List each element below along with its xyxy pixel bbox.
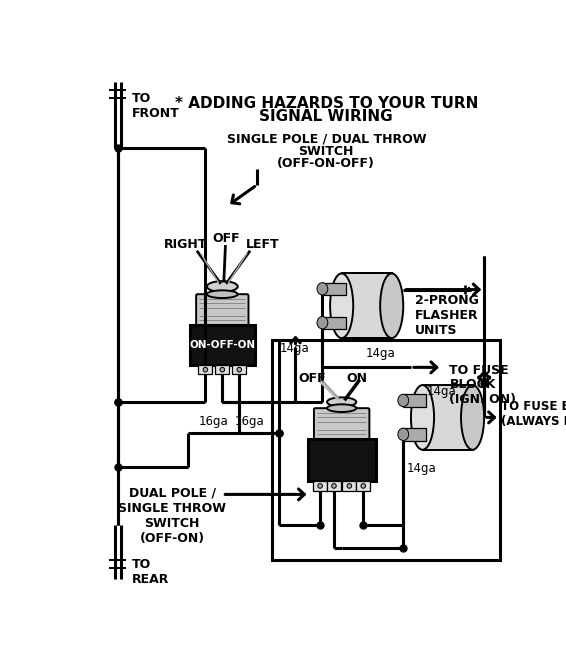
Text: (OFF-ON-OFF): (OFF-ON-OFF) [277, 157, 375, 170]
Text: 16ga: 16ga [198, 415, 228, 428]
Text: RIGHT: RIGHT [164, 238, 207, 251]
Ellipse shape [332, 483, 336, 488]
Bar [216, 365, 229, 374]
FancyBboxPatch shape [196, 294, 248, 327]
Text: 14ga: 14ga [365, 346, 395, 360]
Text: LEFT: LEFT [246, 238, 279, 251]
Text: 2-PRONG
FLASHER
UNITS: 2-PRONG FLASHER UNITS [415, 294, 479, 337]
Ellipse shape [237, 367, 242, 372]
Text: OFF: OFF [212, 233, 240, 245]
Bar [190, 325, 255, 365]
Bar [323, 283, 345, 295]
Ellipse shape [327, 398, 356, 407]
Ellipse shape [411, 385, 434, 450]
Ellipse shape [207, 281, 238, 292]
Text: TO
REAR: TO REAR [131, 558, 169, 586]
Ellipse shape [327, 404, 356, 412]
Text: TO
FRONT: TO FRONT [131, 92, 179, 121]
Ellipse shape [203, 367, 208, 372]
Text: OFF: OFF [299, 373, 326, 385]
Text: 14ga: 14ga [407, 462, 437, 475]
Bar [199, 365, 212, 374]
Bar [342, 481, 356, 491]
Ellipse shape [220, 367, 225, 372]
Text: SIGNAL WIRING: SIGNAL WIRING [259, 109, 393, 124]
Text: DUAL POLE /
SINGLE THROW
SWITCH
(OFF-ON): DUAL POLE / SINGLE THROW SWITCH (OFF-ON) [118, 487, 226, 545]
Ellipse shape [330, 273, 353, 338]
Ellipse shape [380, 273, 403, 338]
Ellipse shape [317, 316, 328, 329]
Bar [356, 481, 370, 491]
Bar [403, 428, 426, 441]
Bar [323, 316, 345, 329]
Text: 16ga: 16ga [234, 415, 264, 428]
Text: 14ga: 14ga [427, 385, 457, 398]
Text: ON-OFF-ON: ON-OFF-ON [189, 340, 255, 350]
Bar [327, 481, 341, 491]
Bar [272, 341, 500, 560]
Bar [232, 365, 246, 374]
Ellipse shape [207, 290, 238, 298]
Bar [422, 385, 473, 450]
Bar [342, 273, 392, 338]
Text: ON: ON [346, 373, 367, 385]
Text: TO FUSE BLOCK
(ALWAYS HOT): TO FUSE BLOCK (ALWAYS HOT) [501, 400, 566, 428]
FancyBboxPatch shape [314, 408, 370, 441]
Text: 14ga: 14ga [280, 342, 310, 354]
Ellipse shape [398, 428, 409, 441]
Ellipse shape [398, 394, 409, 407]
Text: SWITCH: SWITCH [299, 145, 354, 158]
Bar [313, 481, 327, 491]
Bar [308, 439, 376, 481]
Text: * ADDING HAZARDS TO YOUR TURN: * ADDING HAZARDS TO YOUR TURN [174, 96, 478, 111]
Bar [403, 394, 426, 407]
Text: SINGLE POLE / DUAL THROW: SINGLE POLE / DUAL THROW [226, 132, 426, 145]
Ellipse shape [347, 483, 351, 488]
Ellipse shape [461, 385, 484, 450]
Text: TO FUSE
BLOCK
(IGN. ON): TO FUSE BLOCK (IGN. ON) [449, 364, 516, 407]
Ellipse shape [361, 483, 366, 488]
Ellipse shape [318, 483, 323, 488]
Ellipse shape [317, 283, 328, 295]
